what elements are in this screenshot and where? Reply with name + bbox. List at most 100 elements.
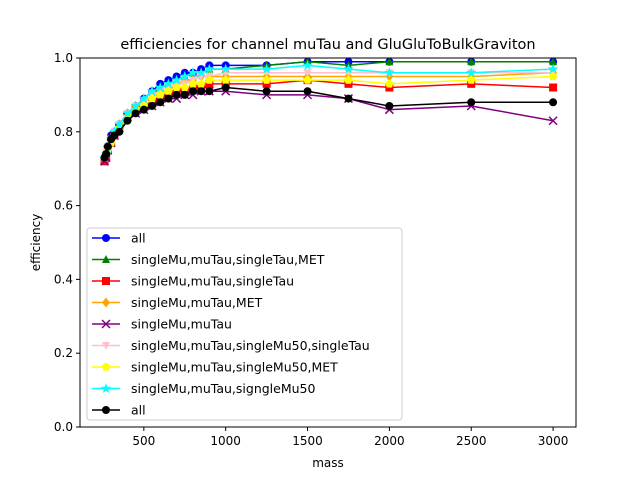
data-point — [130, 100, 141, 111]
legend-label: singleMu,muTau — [131, 317, 232, 332]
legend-item: all — [92, 231, 146, 246]
legend-marker — [102, 255, 110, 263]
data-point — [155, 90, 165, 99]
data-point — [385, 57, 394, 66]
data-point — [180, 90, 189, 99]
data-point — [548, 116, 558, 126]
data-point — [205, 87, 214, 96]
data-point — [548, 71, 558, 81]
data-point — [385, 83, 394, 92]
legend-label: singleMu,muTau,singleTau — [131, 274, 294, 289]
data-point — [164, 86, 173, 95]
legend-item: singleMu,muTau — [92, 317, 232, 332]
data-point — [466, 75, 476, 84]
data-point — [180, 83, 190, 92]
y-axis: 0.0 0.2 0.4 0.6 0.8 1.0 — [54, 51, 80, 434]
x-tick-label: 1000 — [210, 434, 241, 448]
data-point — [156, 98, 165, 107]
legend-marker — [100, 383, 112, 393]
y-tick-label: 1.0 — [54, 51, 73, 65]
x-axis-label: mass — [312, 456, 344, 470]
data-point — [171, 74, 182, 85]
legend-item: singleMu,muTau,singleMu50,singleTau — [92, 338, 370, 353]
data-point — [467, 57, 476, 66]
legend-item: singleMu,muTau,singleMu50,MET — [92, 360, 338, 375]
legend-item: singleMu,muTau,singleTau — [92, 274, 294, 289]
data-point — [303, 87, 312, 96]
data-point — [467, 98, 476, 107]
data-point — [205, 79, 214, 88]
data-point — [384, 67, 395, 78]
data-point — [195, 67, 207, 78]
legend-label: singleMu,muTau,MET — [131, 295, 263, 310]
series-9 — [100, 83, 558, 162]
legend-marker — [102, 406, 110, 414]
y-axis-label: efficiency — [29, 214, 43, 272]
axes-layer — [79, 57, 577, 428]
data-point — [262, 79, 271, 88]
legend-box — [86, 227, 403, 421]
data-point — [187, 67, 199, 78]
x-tick-label: 3000 — [538, 434, 569, 448]
data-point — [139, 105, 148, 114]
data-point — [344, 79, 353, 88]
data-point — [204, 63, 215, 74]
legend-item: singleMu,muTau,signgleMu50 — [92, 381, 316, 396]
data-point — [196, 79, 206, 88]
data-point — [221, 75, 230, 84]
data-point — [262, 87, 271, 96]
legend-label: singleMu,muTau,signgleMu50 — [131, 381, 316, 396]
legend-marker — [102, 297, 110, 308]
legend-item: singleMu,muTau,singleTau,MET — [92, 252, 325, 267]
data-point — [303, 75, 312, 84]
data-point — [344, 75, 353, 84]
x-tick-label: 2000 — [374, 434, 405, 448]
data-point — [138, 93, 150, 104]
data-point — [220, 63, 231, 74]
legend-label: singleMu,muTau,singleTau,MET — [131, 252, 325, 267]
y-tick-label: 0.4 — [54, 272, 73, 286]
legend-label: singleMu,muTau,singleMu50,singleTau — [131, 338, 370, 353]
data-point — [344, 94, 353, 103]
y-tick-label: 0.6 — [54, 199, 73, 213]
series-layer — [99, 57, 559, 166]
data-point — [131, 109, 140, 118]
legend: all singleMu,muTau,singleTau,MET singleMu,… — [86, 227, 403, 421]
data-point — [188, 79, 198, 88]
data-point — [188, 87, 197, 96]
data-point — [114, 118, 125, 129]
legend-item: all — [92, 403, 146, 418]
data-point — [109, 126, 120, 137]
data-point — [262, 75, 271, 84]
data-point — [122, 107, 133, 118]
data-point — [261, 63, 272, 74]
data-point — [303, 69, 312, 78]
data-point — [466, 67, 477, 78]
data-point — [146, 85, 158, 96]
data-point — [385, 79, 394, 88]
legend-marker — [101, 362, 111, 371]
data-point — [154, 82, 166, 92]
chart-title: efficiencies for channel muTau and GluGl… — [120, 37, 535, 53]
data-point — [385, 101, 394, 110]
legend-marker — [101, 319, 111, 329]
data-point — [115, 127, 124, 136]
data-point — [302, 59, 313, 70]
x-tick-label: 1500 — [292, 434, 323, 448]
y-tick-label: 0.2 — [54, 346, 73, 360]
y-tick-label: 0.0 — [54, 420, 73, 434]
data-point — [172, 90, 181, 99]
data-point — [103, 142, 112, 151]
plot-frame — [79, 57, 577, 428]
x-tick-label: 2500 — [456, 434, 487, 448]
y-tick-label: 0.8 — [54, 125, 73, 139]
legend-label: singleMu,muTau,singleMu50,MET — [131, 360, 338, 375]
x-tick-label: 500 — [132, 434, 155, 448]
data-point — [197, 87, 206, 96]
data-point — [123, 116, 132, 125]
data-point — [147, 94, 157, 103]
data-point — [549, 57, 558, 66]
data-point — [148, 101, 157, 110]
data-point — [549, 98, 558, 107]
